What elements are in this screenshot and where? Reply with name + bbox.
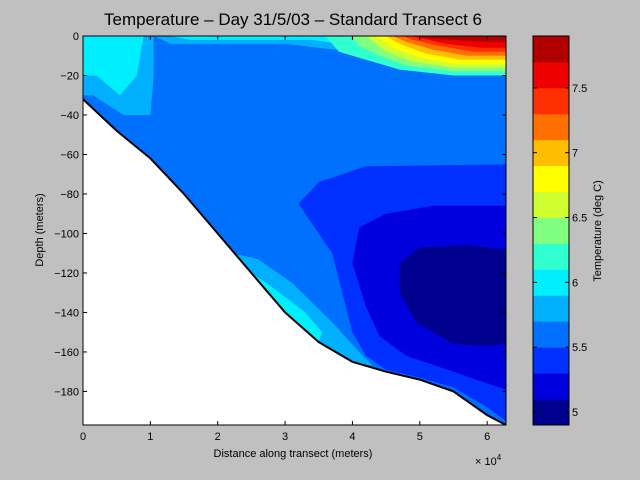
colorbar-swatch-1 (533, 373, 569, 400)
x-axis-exponent: × 104 (475, 453, 502, 468)
colorbar-swatch-6 (533, 243, 569, 270)
seabed (83, 98, 506, 425)
y-tick-label: −20 (60, 70, 79, 82)
colorbar-tick-label: 5.5 (572, 342, 587, 354)
colorbar-swatch-3 (533, 321, 569, 348)
plot-frame (82, 35, 507, 426)
colorbar (532, 35, 570, 426)
y-tick-label: −160 (54, 347, 79, 359)
seabed-line (83, 98, 506, 425)
colorbar-ticks: 5 5.5 6 6.5 7 7.5 (533, 83, 587, 419)
colorbar-swatch-2 (533, 347, 569, 374)
y-tick-label: −80 (60, 189, 79, 201)
x-tick-label: 3 (282, 431, 288, 443)
colorbar-swatch-7 (533, 217, 569, 244)
y-axis-label: Depth (meters) (34, 193, 46, 266)
x-exponent-power: 4 (497, 453, 502, 462)
chart-title: Temperature – Day 31/5/03 – Standard Tra… (104, 10, 482, 29)
colorbar-swatch-5 (533, 269, 569, 296)
x-tick-label: 0 (80, 431, 86, 443)
y-tick-label: 0 (73, 31, 79, 43)
colorbar-tick-label: 7 (572, 148, 578, 160)
colorbar-tick-label: 5 (572, 407, 578, 419)
colorbar-tick-label: 6 (572, 277, 578, 289)
colorbar-frame (532, 35, 570, 426)
contour-bands (83, 36, 506, 425)
y-tick-label: −40 (60, 110, 79, 122)
x-axis: 0 1 2 3 4 5 6 (80, 36, 490, 443)
y-tick-label: −140 (54, 307, 79, 319)
colorbar-swatch-9 (533, 165, 569, 193)
x-axis-label: Distance along transect (meters) (214, 448, 373, 460)
colorbar-swatch-13 (533, 61, 569, 89)
x-tick-label: 6 (484, 431, 490, 443)
y-tick-label: −120 (54, 268, 79, 280)
y-tick-label: −60 (60, 149, 79, 161)
colorbar-swatch-11 (533, 113, 569, 141)
colorbar-swatch-12 (533, 87, 569, 115)
x-exponent-base: × 10 (475, 456, 497, 468)
colorbar-swatch-14 (533, 36, 569, 63)
colorbar-swatch-10 (533, 139, 569, 167)
colorbar-label: Temperature (deg C) (592, 180, 604, 282)
x-tick-label: 5 (417, 431, 423, 443)
contour-band-16 (399, 245, 506, 346)
x-tick-label: 1 (147, 431, 153, 443)
colorbar-swatch-4 (533, 295, 569, 322)
contour-band-11 (406, 36, 506, 42)
y-tick-label: −180 (54, 386, 79, 398)
colorbar-tick-label: 7.5 (572, 83, 587, 95)
contour-band-12 (231, 253, 373, 366)
colorbar-swatch-0 (533, 399, 569, 426)
contour-band-13 (251, 273, 323, 343)
seabed-fill (83, 99, 506, 425)
x-tick-label: 4 (349, 431, 355, 443)
colorbar-tick-label: 6.5 (572, 213, 587, 225)
colorbar-swatch-8 (533, 191, 569, 218)
y-tick-label: −100 (54, 228, 79, 240)
x-tick-label: 2 (215, 431, 221, 443)
y-axis: 0 −20 −40 −60 −80 −100 −120 −140 −160 −180 (54, 31, 506, 398)
